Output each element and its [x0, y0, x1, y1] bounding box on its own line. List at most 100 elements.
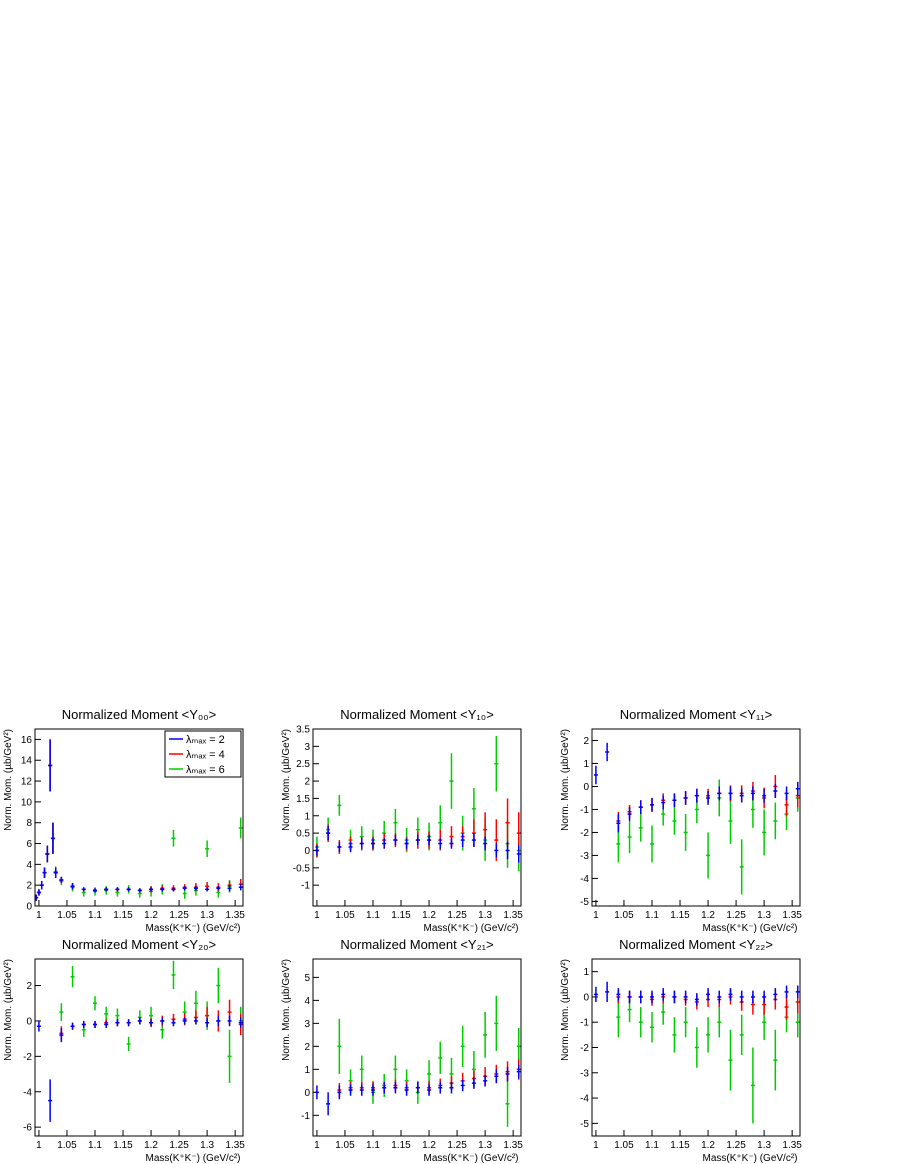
chart-title: Normalized Moment <Y₁₀>	[340, 707, 494, 722]
panel: Normalized Moment <Y₂₂> Mass(K⁺K⁻) (GeV/c…	[560, 937, 802, 1164]
x-tick-label: 1.25	[447, 1140, 467, 1151]
chart-title: Normalized Moment <Y₁₁>	[620, 707, 773, 722]
y-tick-label: 1	[583, 759, 589, 770]
x-tick-label: 1.25	[169, 1140, 189, 1151]
y-tick-label: 2	[304, 1042, 310, 1053]
y-axis-label: Norm. Mom. (µb/GeV²)	[281, 729, 292, 831]
plot-area	[593, 742, 800, 895]
x-tick-label: 1.35	[503, 910, 523, 921]
y-axis-label: Norm. Mom. (µb/GeV²)	[3, 729, 14, 831]
x-tick-label: 1	[593, 1140, 599, 1151]
frame	[312, 958, 522, 1137]
x-tick-label: 1.25	[726, 1140, 746, 1151]
x-tick-label: 1.25	[169, 910, 189, 921]
y-tick-label: 0	[304, 1088, 310, 1099]
y-tick-label: 0	[304, 846, 310, 857]
x-tick-label: 1.1	[88, 910, 102, 921]
x-tick-label: 1.2	[701, 1140, 715, 1151]
y-tick-label: 6	[26, 839, 32, 850]
y-tick-label: 0	[583, 782, 589, 793]
y-tick-label: -2	[23, 1052, 32, 1063]
x-tick-label: 1.05	[614, 1140, 634, 1151]
y-tick-label: 5	[304, 973, 310, 984]
y-tick-label: 4	[304, 996, 310, 1007]
x-axis-label: Mass(K⁺K⁻) (GeV/c²)	[702, 923, 797, 934]
x-tick-label: 1.15	[670, 1140, 690, 1151]
y-tick-label: -1	[301, 881, 310, 892]
x-tick-label: 1.05	[335, 910, 355, 921]
y-tick-label: 2	[304, 777, 310, 788]
y-axis-label: Norm. Mom. (µb/GeV²)	[560, 959, 571, 1061]
y-axis-label: Norm. Mom. (µb/GeV²)	[3, 959, 14, 1061]
y-tick-label: 4	[26, 860, 32, 871]
plot-area	[314, 995, 521, 1127]
y-tick-label: 0	[26, 902, 32, 913]
y-tick-label: -2	[580, 1043, 589, 1054]
plot-area	[35, 739, 243, 901]
y-tick-label: -4	[580, 1094, 589, 1105]
x-tick-label: 1.15	[391, 1140, 411, 1151]
x-tick-label: 1.1	[645, 1140, 659, 1151]
x-tick-label: 1.1	[366, 1140, 380, 1151]
y-axis-label: Norm. Mom. (µb/GeV²)	[560, 729, 571, 831]
x-tick-label: 1.05	[335, 1140, 355, 1151]
y-tick-label: 10	[21, 797, 33, 808]
x-tick-label: 1	[36, 1140, 42, 1151]
y-tick-label: 2	[26, 881, 32, 892]
x-tick-label: 1.3	[757, 910, 771, 921]
x-tick-label: 1.2	[422, 910, 436, 921]
y-tick-label: 0	[26, 1016, 32, 1027]
y-tick-label: 0.5	[296, 829, 310, 840]
x-axis-label: Mass(K⁺K⁻) (GeV/c²)	[423, 1153, 518, 1164]
y-tick-label: -1	[580, 805, 589, 816]
chart-title: Normalized Moment <Y₂₁>	[340, 937, 493, 952]
y-tick-label: 1	[583, 967, 589, 978]
y-tick-label: -6	[23, 1123, 32, 1134]
panel: Normalized Moment <Y₁₁> Mass(K⁺K⁻) (GeV/c…	[560, 707, 802, 934]
y-tick-label: 1	[304, 1065, 310, 1076]
x-tick-label: 1.15	[113, 910, 133, 921]
y-tick-label: 8	[26, 818, 32, 829]
x-axis-label: Mass(K⁺K⁻) (GeV/c²)	[145, 1153, 240, 1164]
y-tick-label: 2.5	[296, 759, 310, 770]
y-tick-label: 2	[583, 736, 589, 747]
x-tick-label: 1	[314, 910, 320, 921]
frame	[591, 728, 801, 907]
panel: Normalized Moment <Y₀₀> Mass(K⁺K⁻) (GeV/c…	[3, 707, 245, 934]
chart-title: Normalized Moment <Y₂₀>	[62, 937, 216, 952]
x-axis-label: Mass(K⁺K⁻) (GeV/c²)	[145, 923, 240, 934]
y-tick-label: -5	[580, 897, 589, 908]
frame	[34, 958, 244, 1137]
y-tick-label: 3.5	[296, 725, 310, 736]
x-axis-label: Mass(K⁺K⁻) (GeV/c²)	[423, 923, 518, 934]
x-tick-label: 1.15	[113, 1140, 133, 1151]
y-tick-label: -3	[580, 851, 589, 862]
legend-label: λₘₐₓ = 6	[186, 764, 225, 776]
x-tick-label: 1.3	[200, 910, 214, 921]
y-tick-label: -3	[580, 1068, 589, 1079]
y-tick-label: 16	[21, 735, 33, 746]
x-tick-label: 1.3	[478, 1140, 492, 1151]
chart-title: Normalized Moment <Y₂₂>	[619, 937, 773, 952]
x-tick-label: 1.35	[503, 1140, 523, 1151]
y-tick-label: -4	[580, 874, 589, 885]
x-tick-label: 1.3	[478, 910, 492, 921]
y-tick-label: 2	[26, 981, 32, 992]
x-tick-label: 1.25	[726, 910, 746, 921]
x-tick-label: 1.05	[614, 910, 634, 921]
legend-label: λₘₐₓ = 2	[186, 734, 225, 746]
y-tick-label: -1	[301, 1111, 310, 1122]
x-tick-label: 1.35	[782, 1140, 802, 1151]
panel: Normalized Moment <Y₁₀> Mass(K⁺K⁻) (GeV/c…	[281, 707, 523, 934]
panel: Normalized Moment <Y₂₀> Mass(K⁺K⁻) (GeV/c…	[3, 937, 245, 1164]
y-tick-label: -0.5	[293, 863, 311, 874]
x-tick-label: 1.3	[200, 1140, 214, 1151]
x-tick-label: 1.2	[144, 910, 158, 921]
y-tick-label: -4	[23, 1087, 32, 1098]
x-axis-label: Mass(K⁺K⁻) (GeV/c²)	[702, 1153, 797, 1164]
x-tick-label: 1.3	[757, 1140, 771, 1151]
y-tick-label: -5	[580, 1119, 589, 1130]
frame	[312, 728, 522, 907]
y-tick-label: 0	[583, 992, 589, 1003]
x-tick-label: 1.15	[670, 910, 690, 921]
